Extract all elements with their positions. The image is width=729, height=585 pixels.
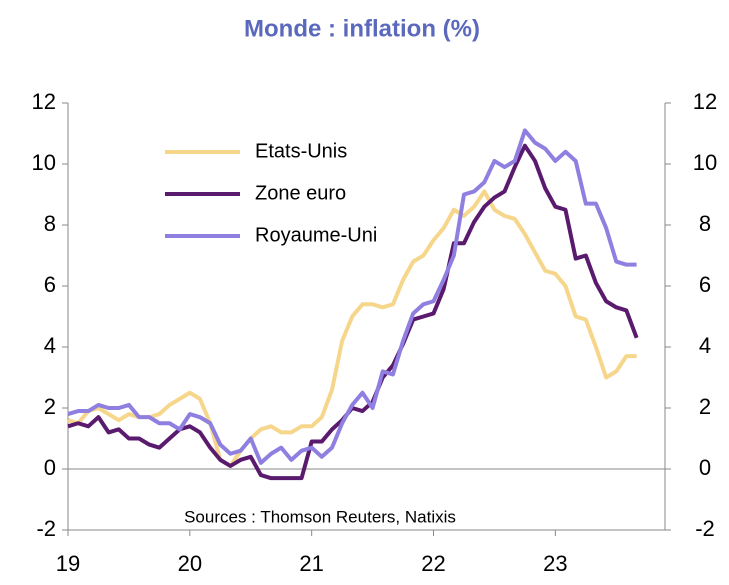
legend-label: Royaume-Uni (255, 224, 377, 246)
y-tick-label: 2 (44, 394, 56, 419)
x-tick-label: 22 (421, 551, 445, 576)
y2-tick-label: 10 (693, 150, 717, 175)
y-tick-label: 0 (44, 455, 56, 480)
y-tick-label: 12 (32, 89, 56, 114)
y-tick-label: 6 (44, 272, 56, 297)
series-line (67, 143, 639, 481)
series-line (67, 128, 637, 465)
legend-label: Etats-Unis (255, 140, 347, 162)
y2-tick-label: 12 (693, 89, 717, 114)
x-tick-label: 21 (299, 551, 323, 576)
legend-label: Zone euro (255, 182, 346, 204)
chart-title: Monde : inflation (%) (244, 15, 480, 42)
y2-tick-label: 6 (699, 272, 711, 297)
x-tick-label: 23 (543, 551, 567, 576)
y2-tick-label: 0 (699, 455, 711, 480)
x-tick-label: 20 (178, 551, 202, 576)
y-tick-label: -2 (36, 516, 56, 541)
y-tick-label: 10 (32, 150, 56, 175)
y2-tick-label: 4 (699, 333, 711, 358)
y-tick-label: 4 (44, 333, 56, 358)
y2-tick-label: -2 (695, 516, 715, 541)
series-line (67, 189, 637, 468)
x-tick-label: 19 (56, 551, 80, 576)
y2-tick-label: 2 (699, 394, 711, 419)
y-tick-label: 8 (44, 211, 56, 236)
y2-tick-label: 8 (699, 211, 711, 236)
annotation: Sources : Thomson Reuters, Natixis (184, 507, 456, 526)
